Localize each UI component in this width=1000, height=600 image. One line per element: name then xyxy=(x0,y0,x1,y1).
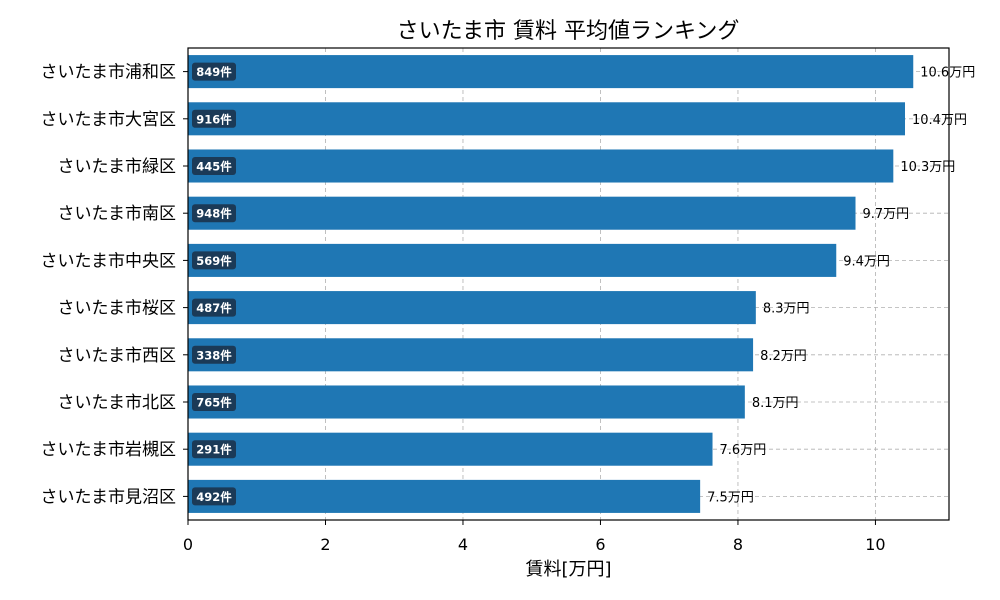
value-label: 9.7万円 xyxy=(863,207,910,222)
category-label: さいたま市中央区 xyxy=(41,251,177,271)
count-badge xyxy=(192,62,236,81)
chart-title: さいたま市 賃料 平均値ランキング xyxy=(397,19,740,44)
value-label: 9.4万円 xyxy=(843,254,890,269)
count-badge xyxy=(192,298,236,317)
x-axis-label: 賃料[万円] xyxy=(525,559,611,580)
category-label: さいたま市大宮区 xyxy=(41,110,177,130)
count-badge xyxy=(192,251,236,270)
value-label: 10.4万円 xyxy=(912,113,967,128)
category-label: さいたま市浦和区 xyxy=(41,63,177,83)
bar xyxy=(188,102,906,136)
plot-frame xyxy=(187,47,950,521)
value-label: 7.6万円 xyxy=(720,443,767,458)
category-label: さいたま市北区 xyxy=(58,393,177,413)
count-badge xyxy=(192,109,236,128)
value-label: 7.5万円 xyxy=(707,490,754,505)
count-label: 338件 xyxy=(196,348,232,362)
bar xyxy=(188,385,745,419)
bar xyxy=(188,149,894,183)
category-label: さいたま市緑区 xyxy=(58,157,177,177)
count-badge xyxy=(192,157,236,175)
bar xyxy=(188,196,856,230)
x-tick-label: 8 xyxy=(733,535,743,554)
count-label: 291件 xyxy=(196,443,232,457)
bar xyxy=(188,55,914,89)
count-label: 569件 xyxy=(196,254,232,268)
x-tick-label: 10 xyxy=(865,535,885,554)
x-tick-label: 0 xyxy=(183,535,193,554)
x-tick-label: 4 xyxy=(458,535,468,554)
count-label: 445件 xyxy=(196,160,232,174)
count-label: 492件 xyxy=(196,490,232,504)
value-label: 8.3万円 xyxy=(763,302,810,317)
count-badge xyxy=(192,440,236,459)
x-tick-label: 6 xyxy=(595,535,605,554)
value-label: 10.6万円 xyxy=(920,66,975,81)
count-badge xyxy=(192,345,236,364)
category-label: さいたま市岩槻区 xyxy=(41,440,177,460)
count-badge xyxy=(192,204,236,223)
value-label: 8.1万円 xyxy=(752,396,799,411)
x-tick-label: 2 xyxy=(320,535,330,554)
count-badge xyxy=(192,393,236,411)
count-label: 849件 xyxy=(196,65,232,79)
bar xyxy=(188,291,756,325)
category-label: さいたま市西区 xyxy=(58,346,177,366)
bar xyxy=(188,479,701,513)
bars: 849件 10.6万円 916件 10.4万円 445件 10.3万円 948件 9.7万円 5… xyxy=(188,55,975,513)
bar xyxy=(188,432,713,466)
y-axis: さいたま市浦和区さいたま市大宮区さいたま市緑区さいたま市南区さいたま市中央区さい… xyxy=(41,63,188,507)
category-label: さいたま市桜区 xyxy=(58,299,177,319)
bar xyxy=(188,338,754,372)
count-label: 916件 xyxy=(196,112,232,126)
category-label: さいたま市南区 xyxy=(58,204,177,224)
category-label: さいたま市見沼区 xyxy=(41,487,177,507)
value-label: 10.3万円 xyxy=(900,160,955,175)
x-axis: 0 2 4 6 8 10 xyxy=(183,520,886,554)
count-label: 948件 xyxy=(196,207,232,221)
count-label: 487件 xyxy=(196,301,232,315)
value-label: 8.2万円 xyxy=(760,349,807,364)
bar xyxy=(188,243,837,277)
count-label: 765件 xyxy=(196,396,232,410)
count-badge xyxy=(192,487,236,506)
